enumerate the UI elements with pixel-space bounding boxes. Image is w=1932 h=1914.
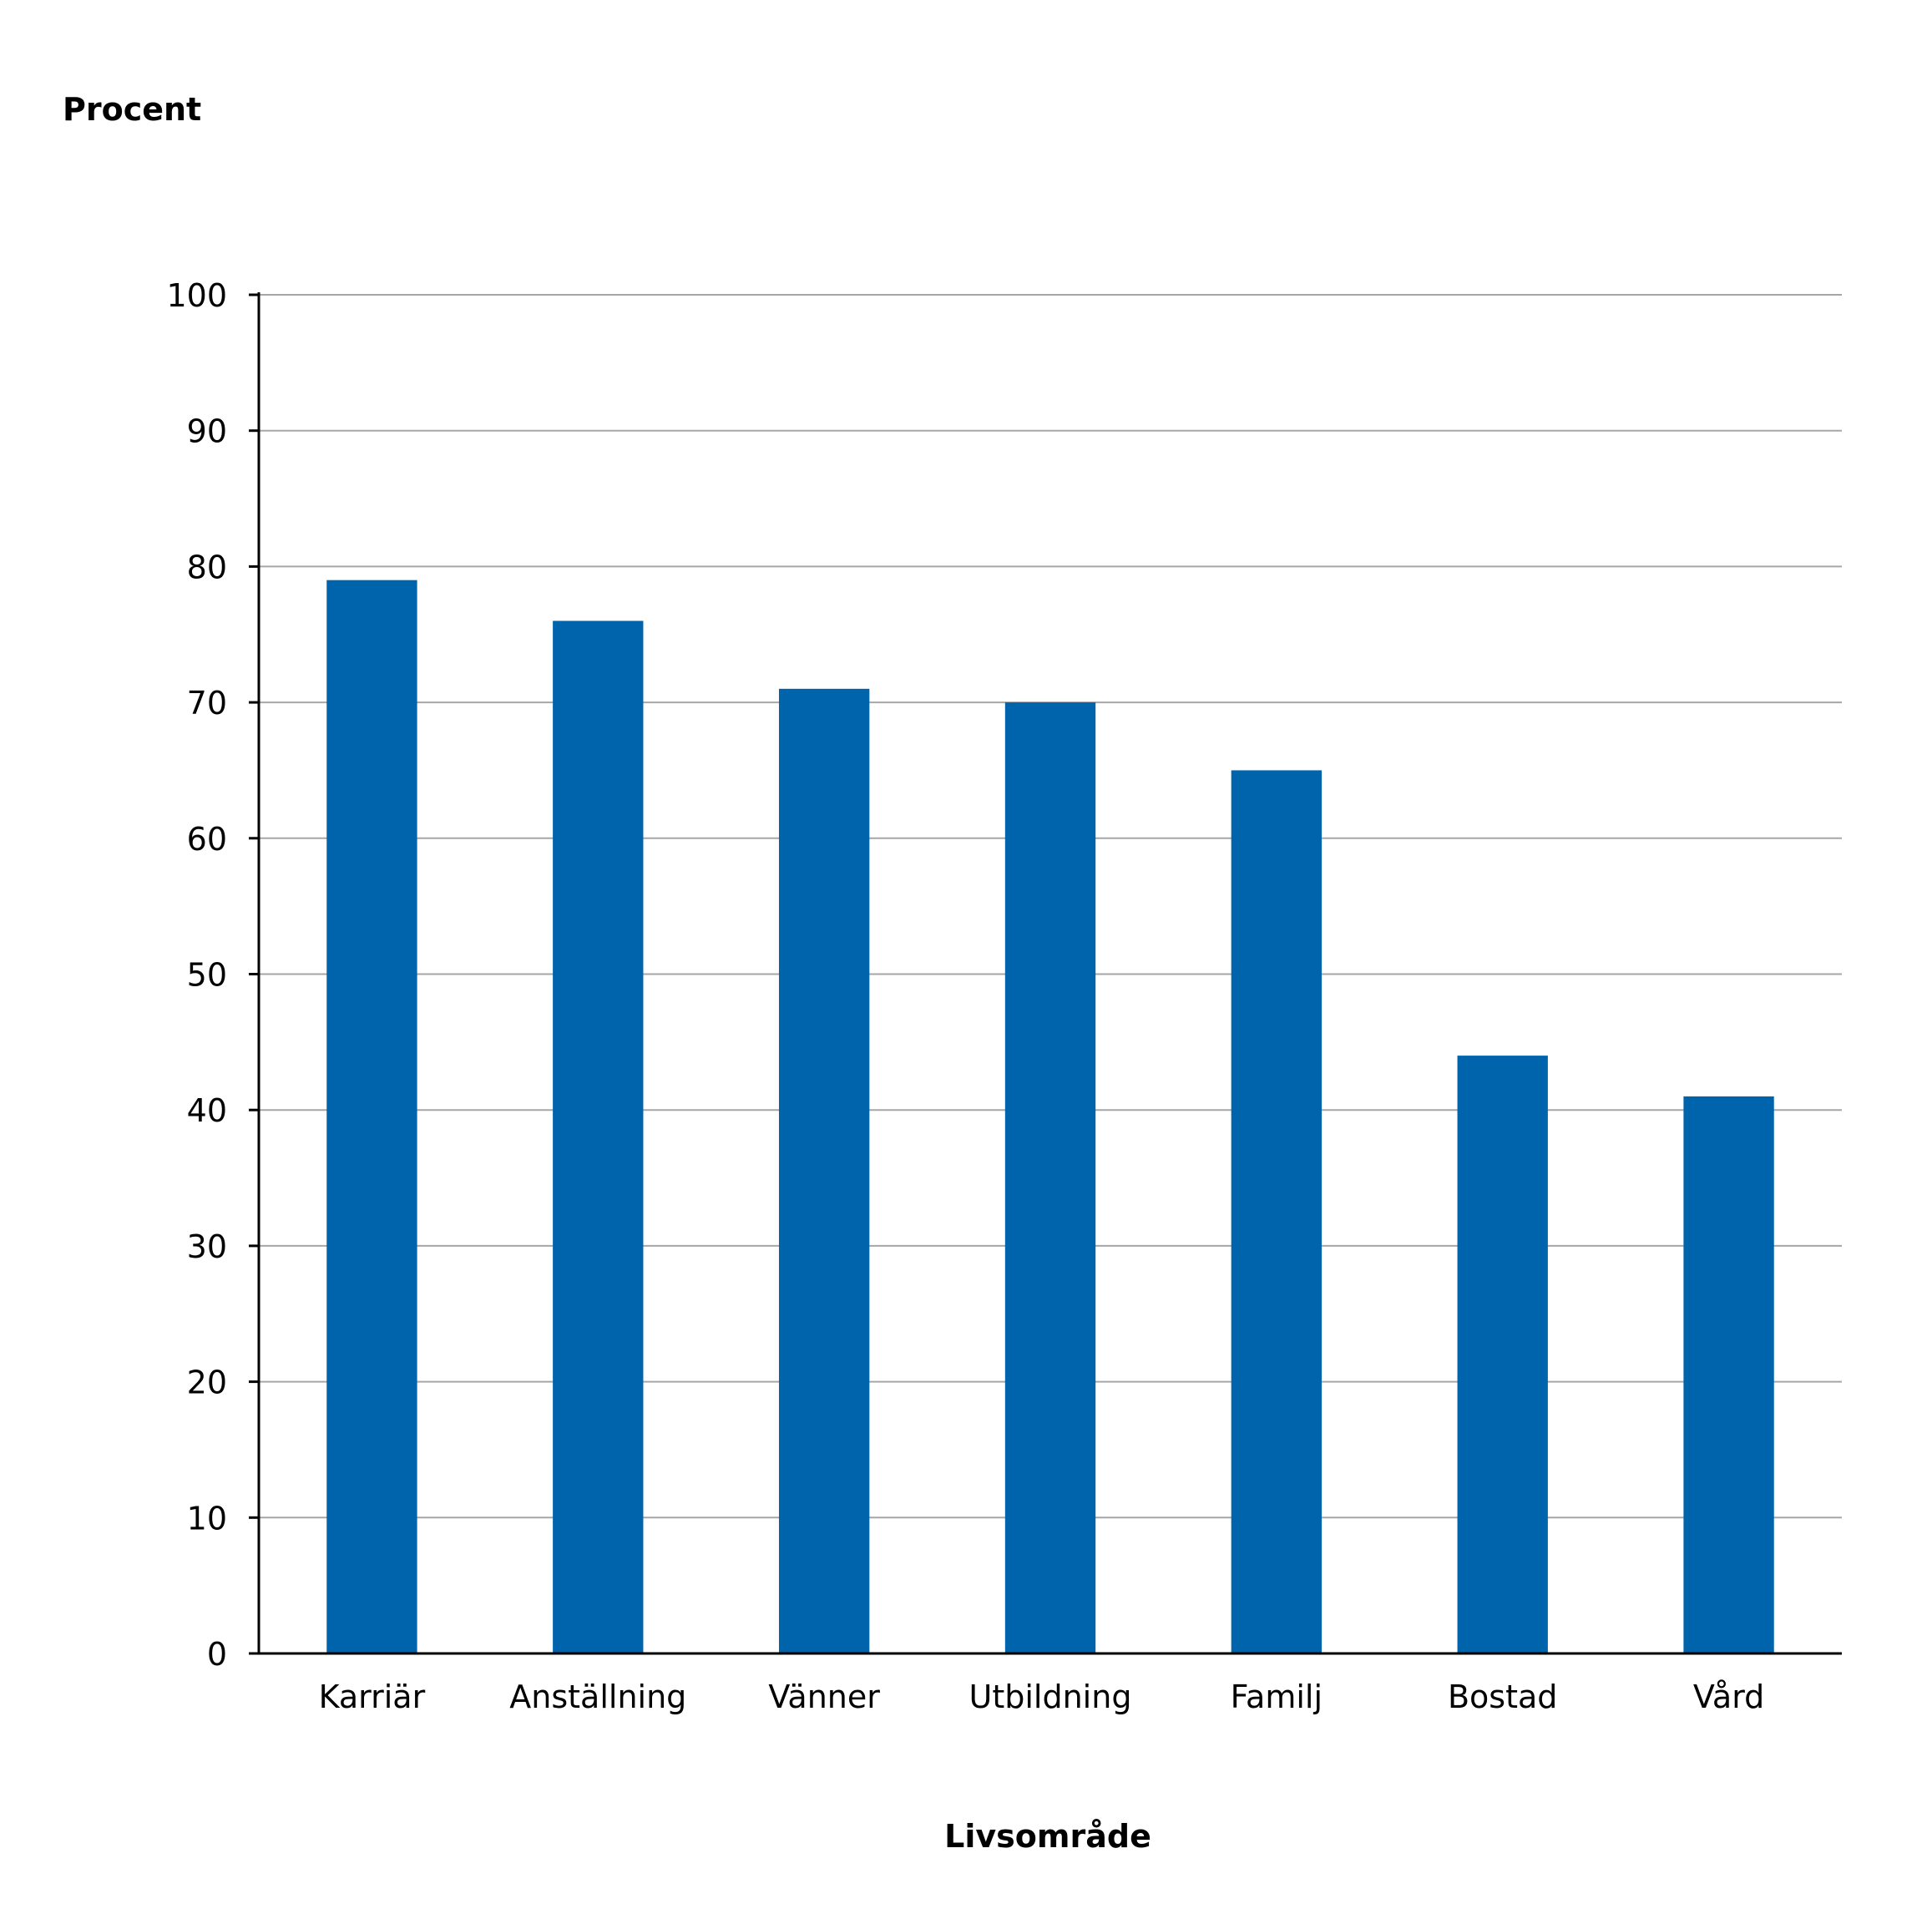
bar-utbildning: [1004, 702, 1096, 1653]
bar-vård: [1683, 1096, 1774, 1653]
y-tick-label: 100: [166, 277, 227, 314]
bar-bostad: [1457, 1056, 1548, 1653]
y-axis-title: Procent: [63, 91, 201, 128]
y-tick-label: 40: [187, 1092, 227, 1129]
bar-vänner: [778, 688, 870, 1653]
x-tick-label: Familj: [1231, 1679, 1323, 1715]
bar-familj: [1231, 770, 1323, 1654]
y-tick-label: 10: [187, 1500, 227, 1537]
x-tick-label: Vård: [1693, 1679, 1764, 1715]
bar-karriär: [326, 580, 417, 1654]
x-axis-ticks: Karriär Anställning Vänner Utbildning Familj…: [319, 1679, 1765, 1715]
bar-anställning: [553, 620, 644, 1653]
y-tick-label: 0: [207, 1636, 227, 1673]
bars: [326, 580, 1774, 1654]
y-axis-ticks: 0 10 20 30 40 50 60 70 80 90 100: [166, 277, 259, 1673]
y-tick-label: 50: [187, 957, 227, 994]
y-tick-label: 60: [187, 821, 227, 858]
y-tick-label: 90: [187, 413, 227, 450]
x-tick-label: Anställning: [509, 1679, 686, 1715]
x-axis-title: Livsområde: [944, 1818, 1151, 1855]
y-tick-label: 70: [187, 685, 227, 722]
x-tick-label: Utbildning: [969, 1679, 1132, 1715]
x-tick-label: Karriär: [319, 1679, 426, 1715]
y-tick-label: 80: [187, 549, 227, 585]
x-tick-label: Bostad: [1448, 1679, 1557, 1715]
y-tick-label: 20: [187, 1365, 227, 1401]
x-tick-label: Vänner: [768, 1679, 880, 1715]
y-tick-label: 30: [187, 1228, 227, 1265]
